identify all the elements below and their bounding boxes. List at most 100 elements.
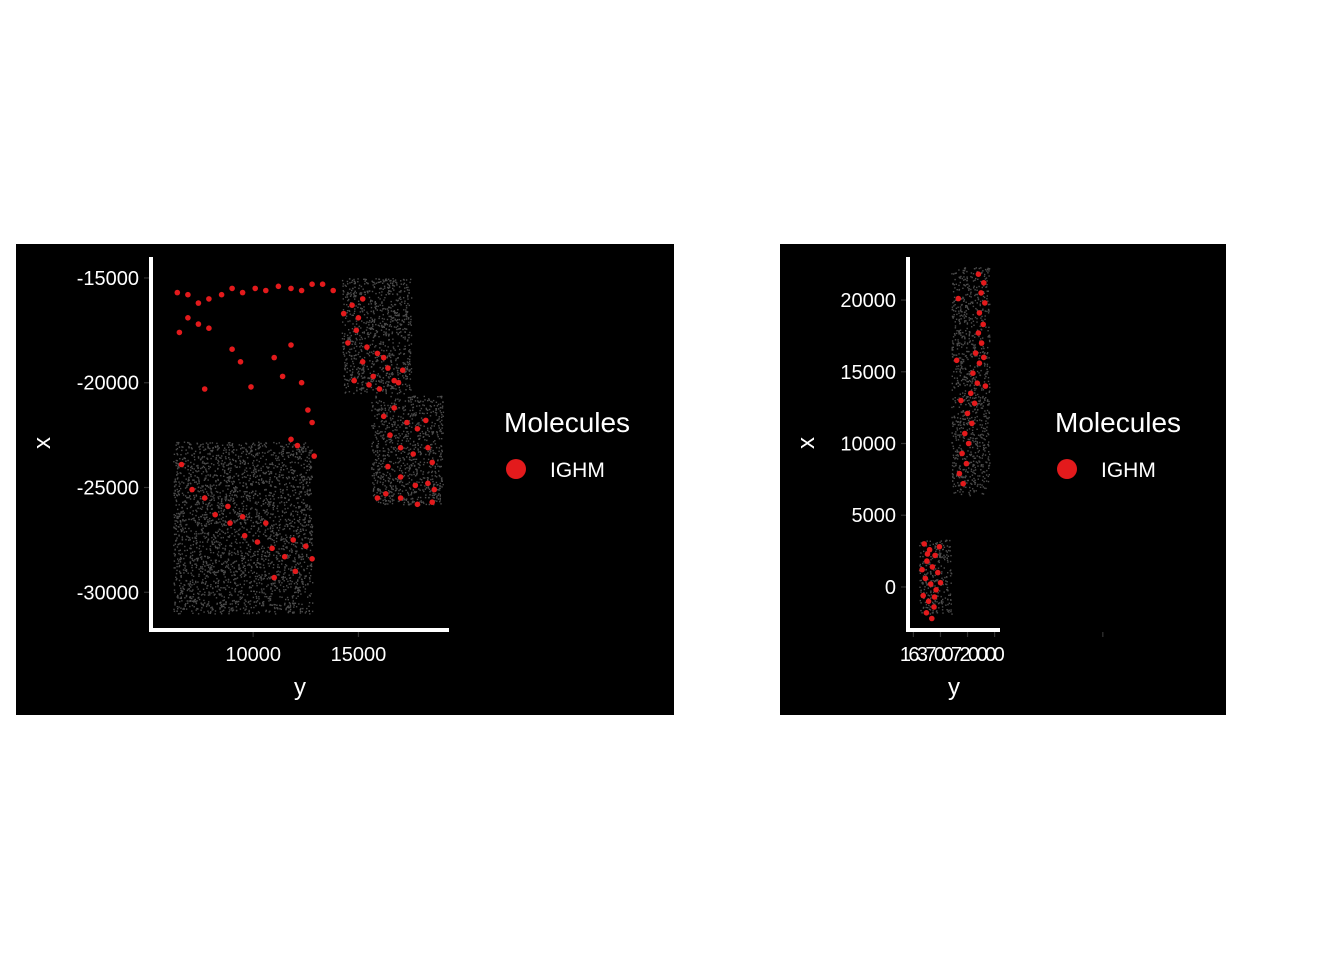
cell-dot <box>224 548 225 549</box>
cell-dot <box>219 608 220 609</box>
cell-dot <box>228 564 229 565</box>
cell-dot <box>304 519 305 520</box>
cell-dot <box>223 537 224 538</box>
cell-dot <box>987 399 988 400</box>
cell-dot <box>192 596 193 597</box>
cell-dot <box>239 482 240 483</box>
cell-dot <box>953 436 954 437</box>
cell-dot <box>269 482 270 483</box>
cell-dot <box>179 490 180 491</box>
cell-dot <box>399 392 400 393</box>
cell-dot <box>426 408 427 409</box>
cell-dot <box>383 389 384 390</box>
cell-dot <box>359 335 360 336</box>
cell-dot <box>355 358 356 359</box>
cell-dot <box>398 416 399 417</box>
cell-dot <box>242 573 243 574</box>
cell-dot <box>215 586 216 587</box>
cell-dot <box>299 587 300 588</box>
cell-dot <box>240 448 241 449</box>
cell-dot <box>204 602 205 603</box>
cell-dot <box>361 292 362 293</box>
cell-dot <box>302 528 303 529</box>
cell-dot <box>410 459 411 460</box>
cell-dot <box>185 461 186 462</box>
cell-dot <box>185 565 186 566</box>
cell-dot <box>247 517 248 518</box>
cell-dot <box>376 462 377 463</box>
cell-dot <box>392 283 393 284</box>
cell-dot <box>390 280 391 281</box>
cell-dot <box>958 447 959 448</box>
ighm-point <box>349 302 355 308</box>
cell-dot <box>409 282 410 283</box>
cell-dot <box>200 468 201 469</box>
cell-dot <box>425 489 426 490</box>
cell-dot <box>212 544 213 545</box>
cell-dot <box>178 535 179 536</box>
cell-dot <box>428 471 429 472</box>
cell-dot <box>412 399 413 400</box>
ighm-point <box>311 453 317 459</box>
cell-dot <box>420 435 421 436</box>
cell-dot <box>986 393 987 394</box>
cell-dot <box>255 533 256 534</box>
cell-dot <box>288 476 289 477</box>
cell-dot <box>290 570 291 571</box>
cell-dot <box>423 433 424 434</box>
cell-dot <box>253 455 254 456</box>
cell-dot <box>381 405 382 406</box>
cell-dot <box>195 451 196 452</box>
cell-dot <box>383 402 384 403</box>
cell-dot <box>267 578 268 579</box>
cell-dot <box>384 297 385 298</box>
cell-dot <box>259 549 260 550</box>
cell-dot <box>287 524 288 525</box>
cell-dot <box>391 362 392 363</box>
cell-dot <box>202 594 203 595</box>
cell-dot <box>407 303 408 304</box>
cell-dot <box>179 571 180 572</box>
cell-dot <box>427 462 428 463</box>
cell-dot <box>233 510 234 511</box>
cell-dot <box>185 539 186 540</box>
cell-dot <box>250 546 251 547</box>
ighm-point <box>415 426 421 432</box>
cell-dot <box>245 553 246 554</box>
cell-dot <box>180 550 181 551</box>
cell-dot <box>241 570 242 571</box>
cell-dot <box>273 442 274 443</box>
cell-dot <box>217 505 218 506</box>
cell-dot <box>174 567 175 568</box>
cell-dot <box>403 279 404 280</box>
cell-dot <box>361 320 362 321</box>
cell-dot <box>427 477 428 478</box>
cell-dot <box>951 273 952 274</box>
cell-dot <box>243 538 244 539</box>
cell-dot <box>369 360 370 361</box>
cell-dot <box>276 605 277 606</box>
cell-dot <box>198 477 199 478</box>
cell-dot <box>360 393 361 394</box>
cell-dot <box>276 538 277 539</box>
cell-dot <box>973 461 974 462</box>
cell-dot <box>218 502 219 503</box>
cell-dot <box>259 577 260 578</box>
cell-dot <box>297 475 298 476</box>
cell-dot <box>427 428 428 429</box>
cell-dot <box>405 406 406 407</box>
cell-dot <box>303 444 304 445</box>
cell-dot <box>439 466 440 467</box>
cell-dot <box>271 583 272 584</box>
cell-dot <box>218 484 219 485</box>
cell-dot <box>206 537 207 538</box>
cell-dot <box>214 542 215 543</box>
cell-dot <box>955 431 956 432</box>
cell-dot <box>267 452 268 453</box>
cell-dot <box>209 448 210 449</box>
cell-dot <box>986 270 987 271</box>
cell-dot <box>256 583 257 584</box>
cell-dot <box>389 478 390 479</box>
cell-dot <box>226 565 227 566</box>
cell-dot <box>443 416 444 417</box>
